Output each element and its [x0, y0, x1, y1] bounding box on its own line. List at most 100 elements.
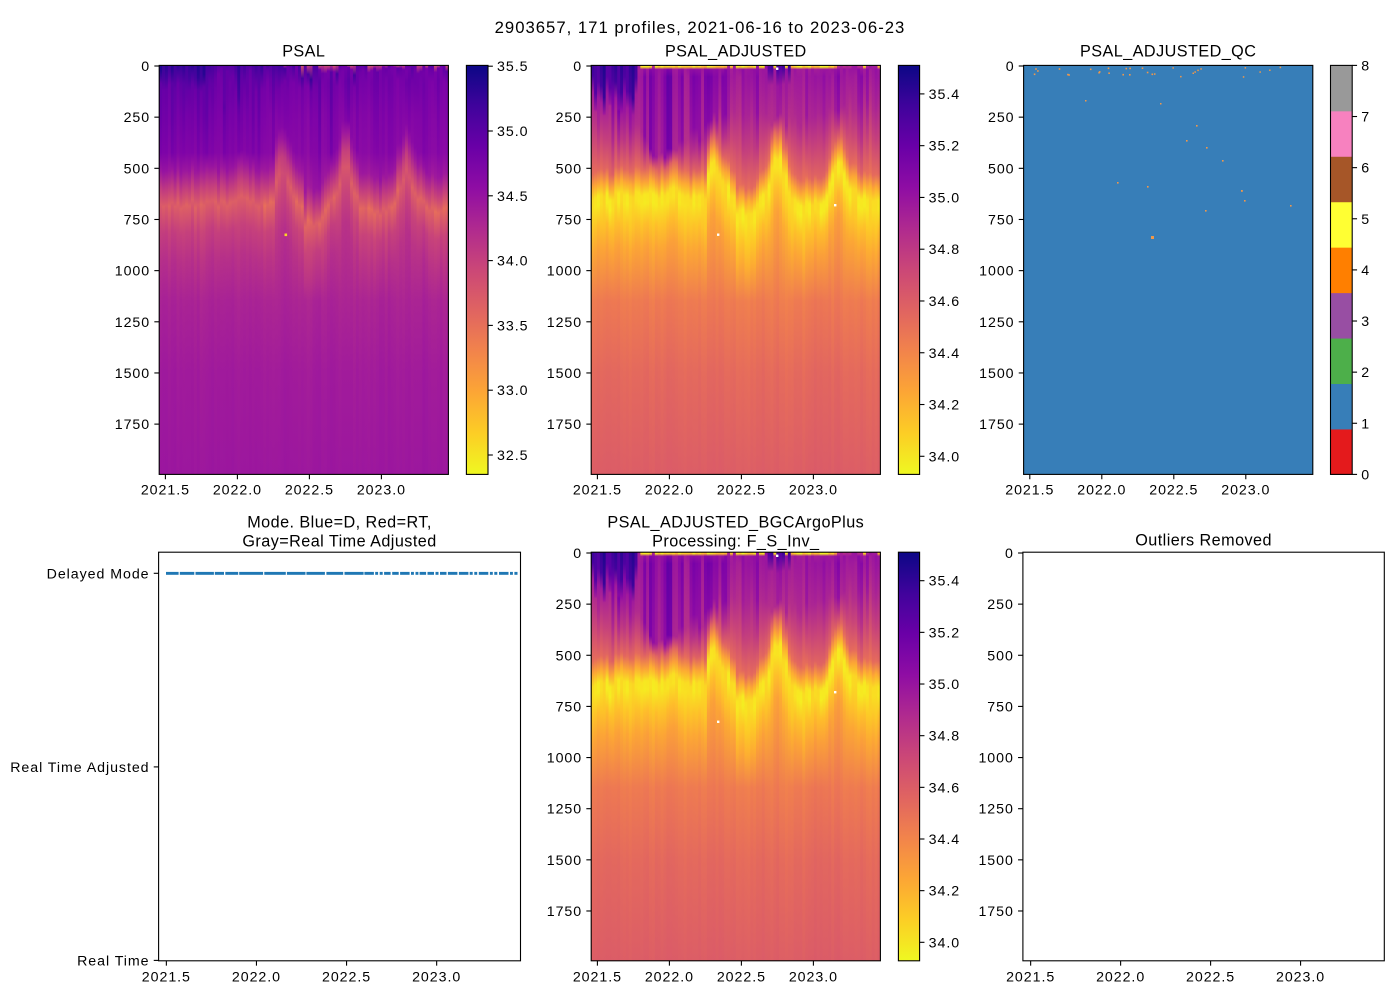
svg-text:35.4: 35.4: [929, 574, 960, 590]
svg-text:1000: 1000: [115, 264, 150, 280]
svg-text:32.5: 32.5: [497, 448, 528, 464]
svg-text:1: 1: [1361, 416, 1370, 432]
svg-text:2022.5: 2022.5: [322, 969, 371, 985]
svg-text:0: 0: [573, 546, 582, 562]
svg-text:1000: 1000: [547, 264, 582, 280]
svg-text:2022.5: 2022.5: [717, 483, 766, 499]
svg-text:1750: 1750: [979, 417, 1014, 433]
svg-text:1500: 1500: [978, 853, 1013, 869]
svg-text:2022.0: 2022.0: [1077, 483, 1126, 499]
svg-text:35.2: 35.2: [929, 625, 960, 641]
svg-text:1250: 1250: [547, 802, 582, 818]
svg-text:0: 0: [573, 59, 582, 75]
svg-text:500: 500: [124, 161, 151, 177]
svg-text:2023.0: 2023.0: [789, 483, 838, 499]
svg-text:500: 500: [988, 161, 1015, 177]
svg-text:Gray=Real Time Adjusted: Gray=Real Time Adjusted: [242, 533, 436, 551]
svg-text:2022.0: 2022.0: [645, 969, 694, 985]
svg-text:2903657, 171 profiles, 2021-06: 2903657, 171 profiles, 2021-06-16 to 202…: [495, 18, 906, 37]
svg-text:1750: 1750: [547, 904, 582, 920]
svg-text:0: 0: [1006, 59, 1015, 75]
svg-text:2022.0: 2022.0: [213, 483, 262, 499]
svg-text:35.0: 35.0: [929, 190, 960, 206]
svg-text:250: 250: [556, 597, 583, 613]
svg-text:2022.5: 2022.5: [285, 483, 334, 499]
svg-text:Delayed Mode: Delayed Mode: [47, 566, 150, 582]
svg-text:2022.5: 2022.5: [717, 969, 766, 985]
svg-text:500: 500: [556, 161, 583, 177]
svg-text:34.2: 34.2: [929, 398, 960, 414]
svg-text:3: 3: [1361, 314, 1370, 330]
svg-text:1000: 1000: [978, 751, 1013, 767]
svg-text:34.4: 34.4: [929, 832, 960, 848]
svg-text:2022.0: 2022.0: [1096, 969, 1145, 985]
svg-text:0: 0: [1361, 467, 1370, 483]
svg-text:2021.5: 2021.5: [141, 483, 190, 499]
svg-text:PSAL_ADJUSTED_QC: PSAL_ADJUSTED_QC: [1080, 43, 1256, 61]
svg-text:PSAL: PSAL: [282, 43, 325, 61]
svg-text:5: 5: [1361, 212, 1370, 228]
svg-text:0: 0: [141, 59, 150, 75]
svg-text:750: 750: [124, 212, 151, 228]
svg-text:750: 750: [556, 212, 583, 228]
svg-text:1750: 1750: [978, 904, 1013, 920]
svg-text:2023.0: 2023.0: [357, 483, 406, 499]
svg-text:500: 500: [556, 648, 583, 664]
svg-text:Processing: F_S_Inv_: Processing: F_S_Inv_: [652, 533, 820, 551]
svg-text:1500: 1500: [547, 366, 582, 382]
svg-text:1250: 1250: [978, 802, 1013, 818]
svg-text:2023.0: 2023.0: [412, 969, 461, 985]
svg-text:2022.0: 2022.0: [645, 483, 694, 499]
svg-text:4: 4: [1361, 263, 1370, 279]
svg-text:2023.0: 2023.0: [1221, 483, 1270, 499]
svg-text:2023.0: 2023.0: [789, 969, 838, 985]
svg-text:35.0: 35.0: [497, 124, 528, 140]
svg-text:PSAL_ADJUSTED: PSAL_ADJUSTED: [665, 43, 807, 61]
svg-text:250: 250: [124, 110, 151, 126]
svg-text:2021.5: 2021.5: [573, 483, 622, 499]
svg-text:34.2: 34.2: [929, 884, 960, 900]
svg-text:2021.5: 2021.5: [1005, 483, 1054, 499]
svg-text:Real Time Adjusted: Real Time Adjusted: [10, 760, 149, 776]
svg-text:1500: 1500: [979, 366, 1014, 382]
svg-text:34.0: 34.0: [497, 254, 528, 270]
svg-text:1000: 1000: [547, 751, 582, 767]
svg-text:34.0: 34.0: [929, 449, 960, 465]
svg-text:1500: 1500: [547, 853, 582, 869]
svg-text:6: 6: [1361, 161, 1370, 177]
svg-text:Mode. Blue=D, Red=RT,: Mode. Blue=D, Red=RT,: [247, 514, 432, 532]
svg-text:35.0: 35.0: [929, 677, 960, 693]
svg-text:34.0: 34.0: [929, 935, 960, 951]
svg-text:2021.5: 2021.5: [1006, 969, 1055, 985]
svg-text:2: 2: [1361, 365, 1370, 381]
svg-text:250: 250: [987, 597, 1014, 613]
svg-text:35.4: 35.4: [929, 87, 960, 103]
svg-text:34.8: 34.8: [929, 729, 960, 745]
svg-text:1250: 1250: [547, 315, 582, 331]
svg-text:34.5: 34.5: [497, 189, 528, 205]
svg-text:2023.0: 2023.0: [1276, 969, 1325, 985]
svg-text:34.6: 34.6: [929, 294, 960, 310]
svg-text:PSAL_ADJUSTED_BGCArgoPlus: PSAL_ADJUSTED_BGCArgoPlus: [607, 514, 864, 532]
svg-text:8: 8: [1361, 58, 1370, 74]
svg-text:Real Time: Real Time: [77, 953, 149, 969]
svg-text:250: 250: [988, 110, 1015, 126]
svg-text:1750: 1750: [547, 417, 582, 433]
svg-text:1750: 1750: [115, 417, 150, 433]
svg-text:250: 250: [556, 110, 583, 126]
svg-text:33.5: 33.5: [497, 318, 528, 334]
svg-text:35.2: 35.2: [929, 139, 960, 155]
svg-text:34.6: 34.6: [929, 780, 960, 796]
svg-text:7: 7: [1361, 110, 1370, 126]
svg-text:500: 500: [987, 648, 1014, 664]
svg-text:34.4: 34.4: [929, 346, 960, 362]
svg-text:2021.5: 2021.5: [142, 969, 191, 985]
svg-text:1000: 1000: [979, 264, 1014, 280]
svg-text:1250: 1250: [115, 315, 150, 331]
svg-text:2022.5: 2022.5: [1149, 483, 1198, 499]
svg-text:2021.5: 2021.5: [573, 969, 622, 985]
svg-text:2022.0: 2022.0: [232, 969, 281, 985]
svg-text:750: 750: [987, 699, 1014, 715]
svg-text:2022.5: 2022.5: [1186, 969, 1235, 985]
svg-text:Outliers Removed: Outliers Removed: [1135, 532, 1272, 550]
